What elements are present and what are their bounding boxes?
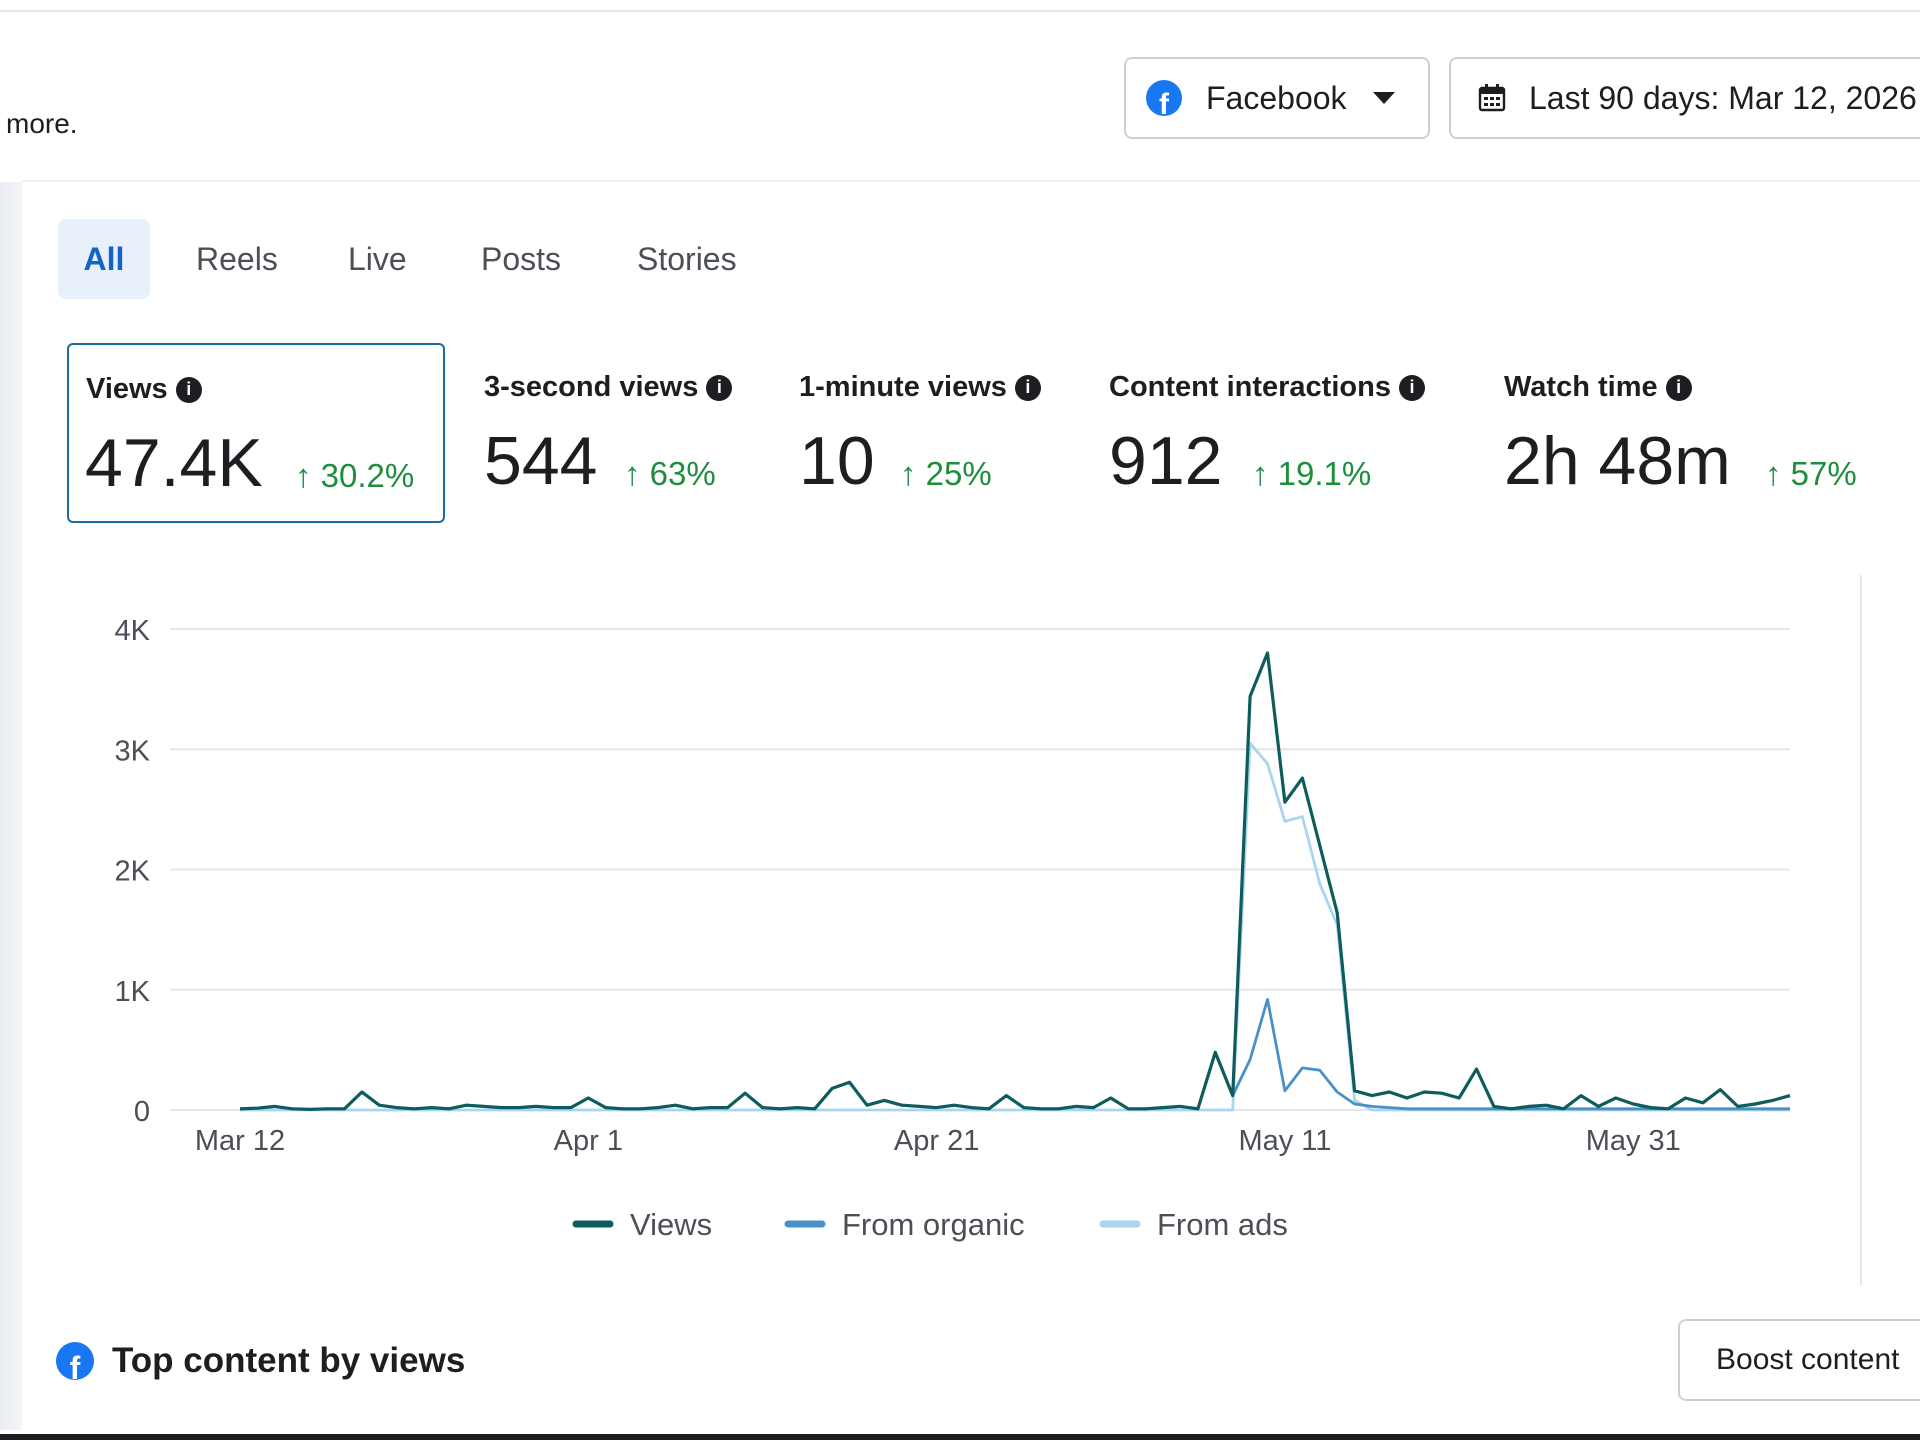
x-tick-label: May 31 — [1586, 1125, 1681, 1157]
tab-stories[interactable]: Stories — [637, 240, 737, 277]
info-icon[interactable]: i — [706, 374, 733, 401]
facebook-icon: f — [56, 1342, 94, 1380]
metric-1-minute-views-label-row: 1-minute views i — [799, 371, 1041, 404]
y-tick-label: 1K — [115, 976, 151, 1008]
description-text: more. — [6, 108, 78, 139]
x-tick-label: Apr 1 — [554, 1125, 623, 1157]
info-icon[interactable]: i — [1014, 374, 1041, 401]
metric-value: 47.4K — [85, 425, 263, 501]
chart-side-divider — [1860, 575, 1862, 1285]
y-tick-label: 0 — [134, 1096, 150, 1128]
metric-watch-time-label-row: Watch time i — [1504, 371, 1692, 404]
series-line-views[interactable] — [239, 651, 1791, 1112]
metric-value: 10 — [799, 423, 875, 499]
metric-change: ↑ 63% — [624, 455, 716, 492]
metric-label: 1-minute views — [799, 371, 1007, 403]
facebook-icon: f — [1146, 80, 1182, 116]
metric-views-label-row: Views i — [86, 373, 202, 406]
date-range-label: Last 90 days: Mar 12, 2026 — [1529, 79, 1917, 116]
metric-label: Watch time — [1504, 371, 1658, 403]
legend-label[interactable]: From ads — [1157, 1207, 1288, 1242]
tab-all[interactable]: All — [58, 219, 150, 299]
metric-3-second-views-label-row: 3-second views i — [484, 371, 733, 404]
metric-value: 544 — [484, 423, 598, 499]
legend-label[interactable]: From organic — [842, 1207, 1025, 1242]
x-tick-label: May 11 — [1238, 1125, 1331, 1157]
metric-card-3-second-views[interactable]: 3-second views i 544 ↑ 63% — [466, 343, 766, 523]
metric-label: 3-second views — [484, 371, 699, 403]
metric-value: 2h 48m — [1504, 423, 1731, 499]
metric-content-interactions-label-row: Content interactions i — [1109, 371, 1425, 404]
calendar-icon — [1478, 84, 1506, 112]
header-divider — [22, 180, 1920, 182]
info-icon[interactable]: i — [1398, 374, 1425, 401]
views-line-chart[interactable]: 0 1K 2K 3K 4K Mar 12 Apr 1 Apr 21 May 11 May 31 Vi… — [0, 590, 1860, 1280]
tab-posts[interactable]: Posts — [481, 240, 562, 277]
platform-dropdown-label: Facebook — [1206, 79, 1347, 116]
series-line-from-ads[interactable] — [240, 741, 1790, 1112]
date-range-dropdown[interactable]: Last 90 days: Mar 12, 2026 — [1449, 57, 1920, 139]
info-icon[interactable]: i — [1665, 374, 1692, 401]
top-border — [0, 10, 1920, 12]
x-tick-label: Mar 12 — [195, 1125, 285, 1157]
tab-reels[interactable]: Reels — [196, 240, 278, 277]
y-tick-label: 4K — [115, 615, 151, 647]
legend-label[interactable]: Views — [630, 1207, 712, 1242]
info-icon[interactable]: i — [175, 376, 202, 403]
bottom-border — [0, 1434, 1920, 1440]
metric-label: Content interactions — [1109, 371, 1391, 403]
series-line-from-organic[interactable] — [239, 998, 1790, 1111]
chevron-down-icon — [1372, 92, 1395, 104]
tab-live[interactable]: Live — [348, 240, 407, 277]
y-tick-label: 3K — [115, 735, 151, 767]
metric-change: ↑ 19.1% — [1252, 455, 1372, 492]
metric-card-views[interactable]: Views i 47.4K ↑ 30.2% — [67, 343, 445, 523]
metric-change: ↑ 30.2% — [295, 457, 415, 494]
metric-value: 912 — [1109, 423, 1223, 499]
metric-change: ↑ 25% — [900, 455, 992, 492]
metric-change: ↑ 57% — [1765, 455, 1857, 492]
metric-label: Views — [86, 373, 168, 405]
x-tick-label: Apr 21 — [894, 1125, 979, 1157]
left-panel-edge — [0, 182, 22, 1430]
metric-card-1-minute-views[interactable]: 1-minute views i 10 ↑ 25% — [782, 343, 1082, 523]
top-content-heading: f Top content by views — [56, 1341, 465, 1381]
metric-card-content-interactions[interactable]: Content interactions i 912 ↑ 19.1% — [1092, 343, 1472, 523]
metric-card-watch-time[interactable]: Watch time i 2h 48m ↑ 57% — [1487, 343, 1887, 523]
y-tick-label: 2K — [115, 856, 151, 888]
top-content-title: Top content by views — [112, 1341, 466, 1380]
boost-content-button[interactable]: Boost content — [1678, 1319, 1920, 1401]
platform-dropdown[interactable]: f Facebook — [1124, 57, 1430, 139]
